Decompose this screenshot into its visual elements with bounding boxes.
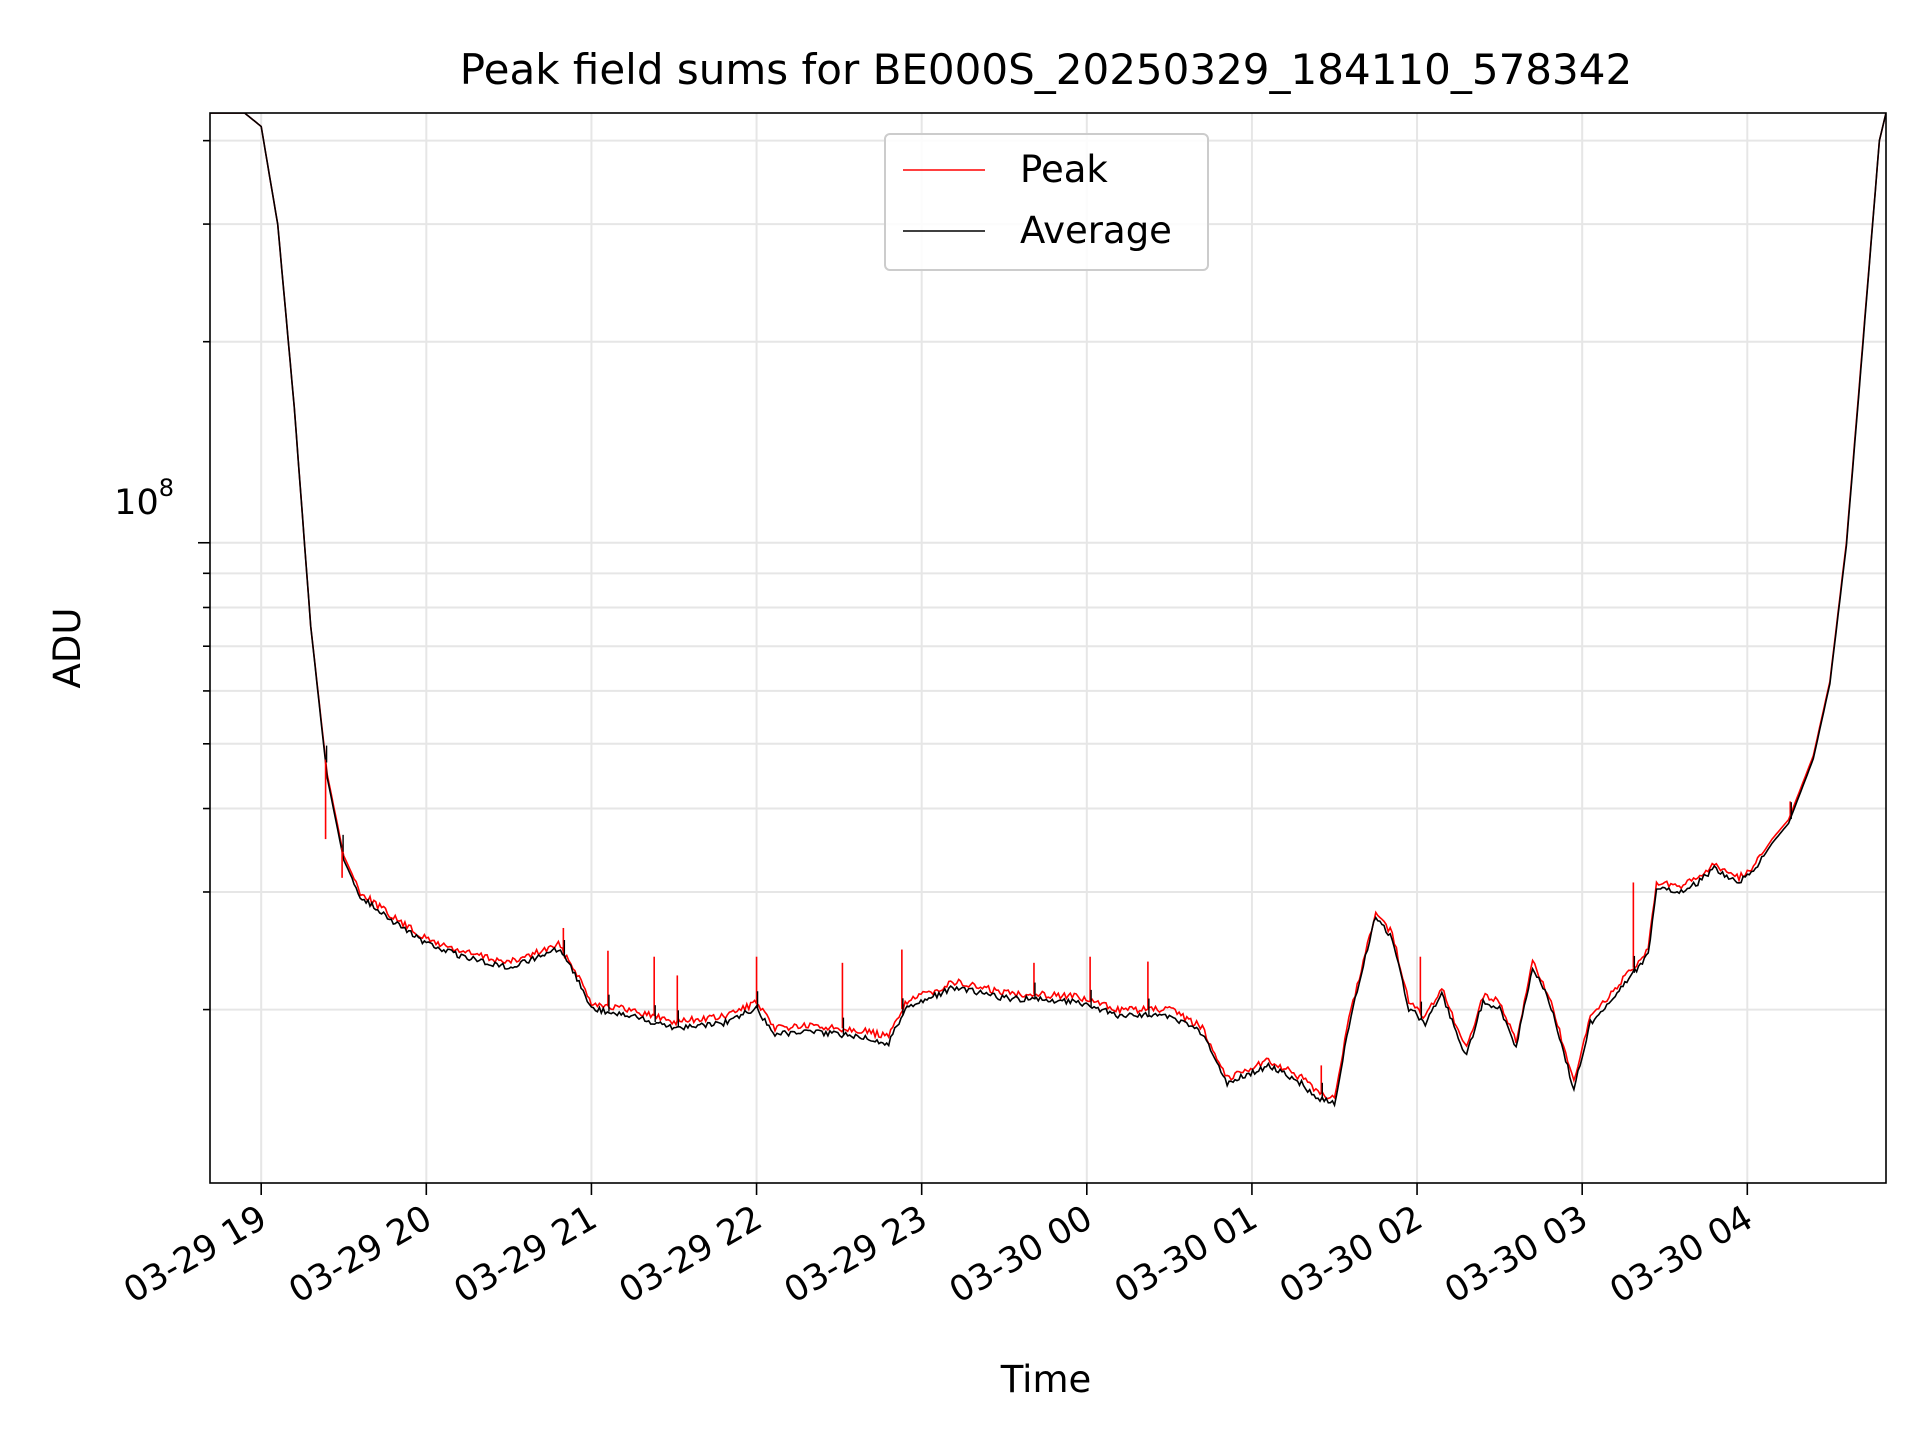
legend-average-label: Average: [1020, 209, 1172, 252]
series-line-peak: [210, 113, 1886, 1100]
x-axis-label: Time: [1000, 1358, 1092, 1401]
y-tick-base: 10: [114, 483, 159, 523]
series-line-average: [210, 113, 1886, 1108]
chart-title: Peak field sums for BE000S_20250329_1841…: [460, 45, 1632, 94]
y-axis-ticks: [198, 139, 210, 1011]
plot-lines: [210, 113, 1886, 1108]
legend-box: [884, 133, 1209, 271]
plot-frame: [209, 112, 1887, 1184]
y-tick-exponent: 8: [159, 474, 174, 502]
y-axis-label: ADU: [46, 608, 89, 689]
legend-peak-label: Peak: [1020, 148, 1108, 191]
svg-text:108: 108: [114, 474, 174, 523]
y-major-tick-label: 108: [114, 474, 174, 523]
legend: Peak Average: [884, 133, 1209, 271]
